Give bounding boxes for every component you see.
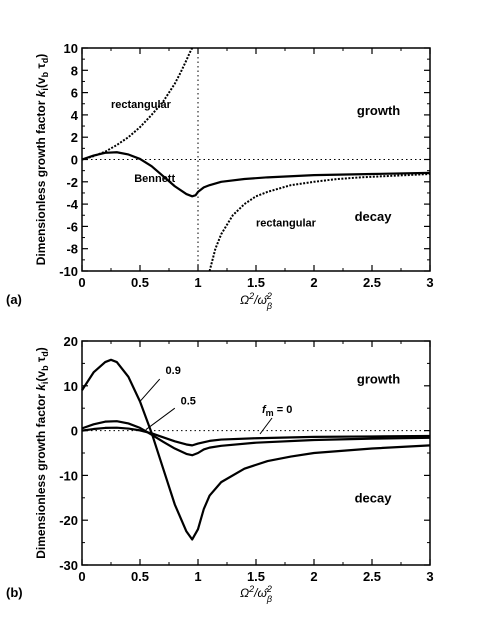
x-tick-label: 3 (426, 275, 433, 290)
panel-a-frame (81, 47, 431, 272)
series-line-rectangular (208, 173, 431, 272)
panel-b-ticks: 0 0.5 1 1.5 2 2.5 3 20 10 0 -10 -20 -30 (59, 334, 433, 584)
annotation-rectangular: rectangular (256, 217, 317, 229)
x-tick-label: 2.5 (363, 569, 381, 584)
annotation-0-9: 0.9 (166, 365, 181, 377)
panel-b-y-axis-label: Dimensionless growth factor ki(vb τd) (34, 347, 50, 559)
annotation-rectangular: rectangular (111, 99, 172, 111)
y-tick-label: -4 (66, 197, 78, 212)
y-tick-label: -6 (66, 219, 78, 234)
annotation-decay: decay (355, 209, 393, 224)
series-line-rectangular (81, 47, 194, 161)
x-tick-label: 0 (78, 569, 85, 584)
y-tick-label: 8 (71, 63, 78, 78)
x-tick-label: 2.5 (363, 275, 381, 290)
panel-b-label: (b) (6, 585, 23, 600)
y-tick-label: -30 (59, 558, 78, 573)
x-tick-label: 1.5 (247, 569, 265, 584)
y-tick-label: 4 (71, 108, 79, 123)
series-line-0-9 (81, 358, 431, 541)
y-tick-label: 0 (71, 153, 78, 168)
x-tick-label: 2 (310, 569, 317, 584)
series-line-0-5 (81, 420, 431, 457)
annotation-bennett: Bennett (134, 173, 175, 185)
annotation-growth: growth (357, 103, 400, 118)
panel-b-x-axis-label: Ω2/ω̂2 β (240, 584, 272, 604)
panel-a-x-axis-label: Ω2/ω̂2 β (240, 291, 272, 311)
panel-b-series (81, 358, 431, 541)
y-tick-label: 10 (64, 379, 78, 394)
panel-a-series (81, 47, 431, 272)
series-line-f-m-0 (81, 426, 431, 447)
series-line-bennett (81, 151, 431, 198)
annotation-growth: growth (357, 372, 400, 387)
y-tick-label: -10 (59, 264, 78, 279)
x-tick-label: 0 (78, 275, 85, 290)
fm-zero-leader (259, 417, 273, 435)
panel-a: 0 0.5 1 1.5 2 2.5 3 10 8 6 4 2 0 -2 -4 -6 -8 -10 rectangu… (6, 41, 434, 311)
x-tick-label: 3 (426, 569, 433, 584)
y-tick-label: -10 (59, 468, 78, 483)
y-tick-label: 10 (64, 41, 78, 56)
x-tick-label: 1 (194, 275, 201, 290)
x-tick-label: 1 (194, 569, 201, 584)
x-tick-label: 1.5 (247, 275, 265, 290)
panel-a-label: (a) (6, 292, 22, 307)
panel-b-annotations: 0.9 0.5 growth decay (139, 365, 400, 505)
x-tick-label: 0.5 (131, 569, 149, 584)
y-tick-label: 0 (71, 424, 78, 439)
panel-a-ticks: 0 0.5 1 1.5 2 2.5 3 10 8 6 4 2 0 -2 -4 -6 -8 -10 (59, 41, 433, 290)
annotation-leader-line (145, 407, 176, 431)
y-tick-label: -8 (66, 242, 78, 257)
panel-a-annotations: rectangular growth Bennett decay rectangular (111, 99, 400, 229)
fm-zero-label: fm = 0 (262, 404, 292, 418)
y-tick-label: 20 (64, 334, 78, 349)
annotation-decay: decay (355, 490, 393, 505)
x-tick-label: 2 (310, 275, 317, 290)
x-tick-label: 0.5 (131, 275, 149, 290)
y-tick-label: 2 (71, 130, 78, 145)
y-tick-label: -20 (59, 513, 78, 528)
panel-a-reference-lines (82, 48, 430, 271)
annotation-0-5: 0.5 (181, 396, 196, 408)
panel-a-y-axis-label: Dimensionless growth factor ki(vb τd) (34, 54, 50, 266)
annotation-leader-line (139, 378, 161, 402)
y-tick-label: -2 (66, 175, 78, 190)
panel-b: 0 0.5 1 1.5 2 2.5 3 20 10 0 -10 -20 -30 0.9 0.5 growth… (6, 334, 434, 604)
y-tick-label: 6 (71, 86, 78, 101)
